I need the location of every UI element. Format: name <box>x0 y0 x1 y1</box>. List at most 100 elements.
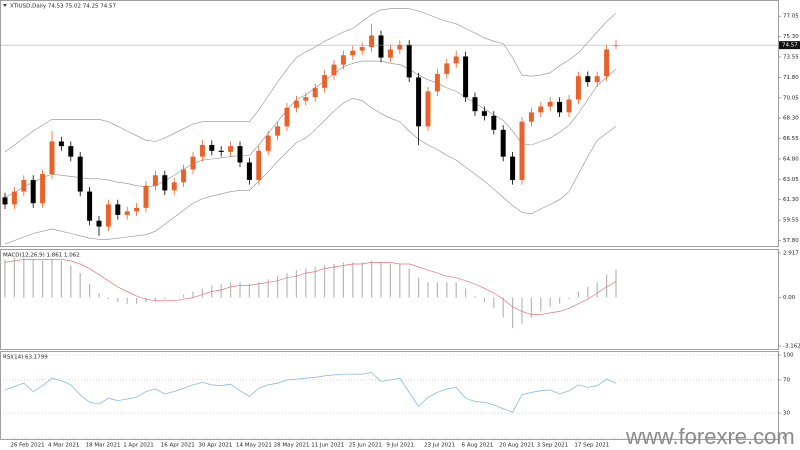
candle-body <box>87 191 93 221</box>
macd-histogram-bar <box>474 296 476 298</box>
macd-histogram-bar <box>371 260 373 298</box>
watermark: www.forexre.com <box>625 424 795 449</box>
macd-histogram-bar <box>389 263 391 298</box>
x-tick-label: 23 Jul 2021 <box>424 443 455 449</box>
candle-body <box>557 101 563 113</box>
indicator-title: XTIUSD,Daily 74.53 75.02 74.25 74.57 <box>10 4 117 10</box>
x-tick-label: 1 Apr 2021 <box>123 443 154 449</box>
x-tick-label: 4 Mar 2021 <box>48 443 79 449</box>
macd-histogram-bar <box>79 273 81 298</box>
macd-histogram-bar <box>145 297 147 303</box>
candle-body <box>303 97 309 101</box>
candle-body <box>538 106 544 113</box>
macd-histogram-bar <box>436 282 438 298</box>
x-tick-label: 25 Jun 2021 <box>349 443 382 449</box>
macd-histogram-bar <box>333 263 335 298</box>
macd-histogram-bar <box>530 297 532 318</box>
macd-histogram-bar <box>230 282 232 298</box>
x-tick-label: 26 Feb 2021 <box>10 443 44 449</box>
candle-body <box>416 77 422 127</box>
macd-histogram-bar <box>98 293 100 298</box>
macd-histogram-bar <box>42 260 44 298</box>
candle-body <box>604 49 610 77</box>
y-tick-label: 77.05 <box>783 14 799 20</box>
bollinger-upper <box>4 8 617 153</box>
candle-body <box>11 191 17 205</box>
candle-body <box>256 150 262 180</box>
candle-body <box>143 185 149 208</box>
macd-histogram-bar <box>13 257 15 298</box>
macd-histogram-bar <box>408 268 410 298</box>
x-tick-label: 20 Aug 2021 <box>499 443 534 449</box>
y-tick-label: 68.30 <box>783 116 799 122</box>
bollinger-middle <box>4 60 617 198</box>
macd-histogram-bar <box>615 269 617 298</box>
symbol-icon <box>3 4 7 7</box>
candle-body <box>68 146 74 157</box>
y-tick-label: 64.80 <box>783 156 799 162</box>
x-tick-label: 17 Sep 2021 <box>574 443 609 449</box>
candle-body <box>350 50 356 56</box>
candle-body <box>322 75 328 88</box>
candle-body <box>340 55 346 65</box>
candle-body <box>575 76 581 100</box>
y-tick-label: 30 <box>783 411 790 417</box>
macd-histogram-bar <box>342 262 344 298</box>
x-tick-label: 18 Mar 2021 <box>86 443 121 449</box>
y-tick-label: 71.80 <box>783 75 799 81</box>
candle-body <box>585 76 591 83</box>
macd-histogram-bar <box>248 283 250 298</box>
macd-histogram-bar <box>286 273 288 298</box>
macd-histogram-bar <box>465 288 467 298</box>
x-tick-label: 11 Jun 2021 <box>311 443 344 449</box>
y-tick-label: 59.55 <box>783 218 799 224</box>
candle-body <box>115 204 121 215</box>
macd-histogram-bar <box>126 297 128 304</box>
candle-body <box>425 91 431 127</box>
y-tick-label: 73.55 <box>783 55 799 61</box>
macd-histogram-bar <box>540 297 542 312</box>
current-price-box <box>779 41 800 50</box>
macd-histogram-bar <box>136 297 138 304</box>
macd-histogram-bar <box>164 297 166 300</box>
x-tick-label: 9 Jul 2021 <box>386 443 414 449</box>
macd-histogram-bar <box>154 297 156 301</box>
rsi-line <box>4 371 617 413</box>
macd-histogram-bar <box>577 291 579 298</box>
candle-body <box>547 101 553 107</box>
macd-histogram-bar <box>324 265 326 298</box>
macd-histogram-bar <box>183 294 185 298</box>
candle-body <box>96 220 102 227</box>
y-tick-label: 75.30 <box>783 34 799 40</box>
y-tick-label: 70.05 <box>783 95 799 101</box>
candle-body <box>181 169 187 183</box>
candle-body <box>453 56 459 64</box>
macd-histogram-bar <box>305 268 307 298</box>
macd-histogram-bar <box>502 297 504 318</box>
macd-histogram-bar <box>107 297 109 300</box>
macd-signal-line <box>4 259 617 315</box>
macd-histogram-bar <box>117 297 119 303</box>
candle-body <box>519 121 525 180</box>
candle-body <box>218 150 224 152</box>
macd-histogram-bar <box>427 282 429 298</box>
macd-histogram-bar <box>512 297 514 329</box>
x-tick-label: 3 Sep 2021 <box>537 443 568 449</box>
candle-body <box>331 64 337 76</box>
candle-body <box>613 45 619 46</box>
macd-histogram-bar <box>596 282 598 298</box>
macd-histogram-bar <box>361 262 363 298</box>
candle-body <box>397 44 403 50</box>
macd-histogram-bar <box>446 282 448 298</box>
y-tick-label: -3.162 <box>783 344 800 350</box>
macd-histogram-bar <box>352 262 354 298</box>
candle-body <box>566 99 572 113</box>
candle-body <box>40 174 46 204</box>
macd-histogram-bar <box>568 297 570 300</box>
macd-histogram-bar <box>295 270 297 298</box>
y-tick-label: 2.917 <box>783 251 799 257</box>
macd-histogram-bar <box>493 297 495 309</box>
y-tick-label: 70 <box>783 377 790 383</box>
